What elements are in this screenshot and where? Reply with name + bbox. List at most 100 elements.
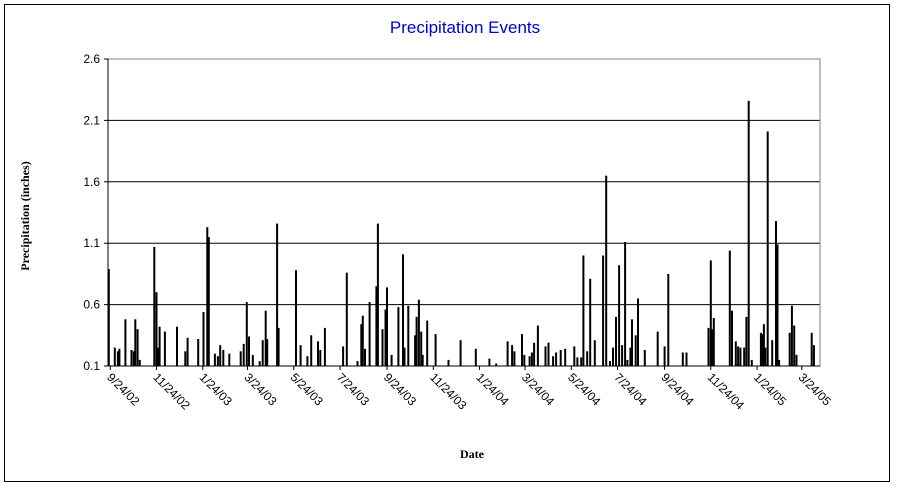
y-tick-label: 2.1 [83, 113, 100, 127]
precipitation-bar [618, 265, 621, 366]
precipitation-bar [612, 347, 614, 366]
precipitation-bar [547, 342, 550, 366]
x-axis-title: Date [460, 447, 485, 461]
precipitation-bar [216, 356, 219, 366]
precipitation-bar [317, 341, 319, 366]
precipitation-bar [261, 340, 264, 366]
precipitation-bar [775, 221, 777, 366]
precipitation-bar [213, 353, 216, 366]
precipitation-bar [415, 316, 418, 366]
precipitation-bar [812, 345, 815, 366]
x-tick-label: 1/24/03 [197, 370, 235, 408]
precipitation-bar [242, 343, 245, 366]
precipitation-bar [157, 347, 159, 366]
x-tick-labels: 9/24/02 11/24/02 1/24/03 3/24/03 5/24/03 7/24… [104, 370, 834, 413]
x-tick-label: 11/24/04 [705, 370, 748, 413]
precipitation-bar [709, 260, 712, 366]
precipitation-bar [295, 270, 297, 366]
precipitation-bar [264, 310, 267, 366]
x-tick-label: 5/24/04 [565, 370, 603, 408]
precipitation-bar [521, 334, 523, 366]
precipitation-bar [513, 351, 516, 366]
precipitation-bar [747, 100, 750, 367]
precipitation-bar [434, 334, 437, 366]
precipitation-bar [319, 350, 322, 366]
precipitation-bar [299, 345, 302, 366]
precipitation-bar [764, 347, 767, 366]
precipitation-bar [506, 341, 509, 366]
precipitation-bar [745, 316, 748, 366]
precipitation-bar [544, 346, 547, 366]
x-tick-label: 11/24/03 [427, 370, 470, 413]
precipitation-bar [580, 357, 583, 366]
precipitation-bar [643, 350, 646, 366]
precipitation-bar [368, 302, 371, 366]
precipitation-bar [113, 347, 116, 366]
x-tick-label: 3/24/03 [241, 370, 279, 408]
x-tick-label: 11/24/02 [150, 370, 193, 413]
precipitation-bar [637, 298, 639, 366]
precipitation-bar [266, 339, 269, 366]
precipitation-bar [206, 227, 209, 366]
precipitation-bar [564, 348, 567, 366]
precipitation-bar [667, 273, 670, 366]
precipitation-bar [134, 319, 137, 366]
x-tick-label: 3/24/04 [519, 370, 557, 408]
precipitation-bar [511, 345, 514, 366]
y-axis-title: Precipitation (inches) [18, 161, 32, 270]
precipitation-bar [624, 242, 627, 366]
precipitation-bar [731, 310, 733, 366]
precipitation-bar [245, 302, 248, 366]
precipitation-bar [707, 327, 710, 366]
precipitation-bar [626, 359, 629, 366]
precipitation-bar [762, 324, 765, 366]
precipitation-bar [207, 237, 210, 366]
precipitation-bar [155, 292, 158, 366]
precipitation-bar [750, 359, 753, 366]
precipitation-bar [530, 352, 533, 366]
precipitation-bar [176, 326, 178, 366]
x-tick-label: 7/24/04 [611, 370, 649, 408]
precipitation-bar [130, 350, 133, 366]
precipitation-chart: Precipitation Events 0.10.61.11.62.12.6 … [18, 18, 834, 461]
precipitation-bar [158, 326, 161, 366]
precipitation-bar [186, 337, 189, 366]
precipitation-bar [609, 361, 611, 366]
precipitation-bar [582, 255, 585, 366]
precipitation-bar [766, 131, 769, 366]
precipitation-bar [138, 359, 141, 366]
precipitation-bar [390, 354, 393, 366]
precipitation-bar [488, 358, 491, 366]
y-tick-label: 1.1 [83, 236, 100, 250]
precipitation-bar [277, 327, 280, 366]
x-tick-label: 9/24/04 [658, 370, 696, 408]
precipitation-bar [631, 319, 633, 366]
x-tick-label: 1/24/05 [751, 370, 789, 408]
precipitation-bar [795, 354, 798, 366]
precipitation-bar [474, 348, 477, 366]
precipitation-bar [459, 340, 462, 366]
precipitation-bar [495, 363, 498, 366]
precipitation-bar [761, 334, 764, 366]
precipitation-bar [615, 316, 617, 366]
chart-title: Precipitation Events [390, 18, 540, 37]
precipitation-bar [375, 286, 378, 366]
precipitation-bar [258, 361, 261, 366]
y-tick-labels: 0.1 0.6 1.1 1.6 2.1 2.6 [83, 52, 100, 373]
precipitation-bar [124, 319, 127, 366]
precipitation-bar [132, 351, 135, 366]
precipitation-bar [593, 340, 596, 366]
precipitation-bar [421, 354, 424, 366]
precipitation-bar [248, 336, 250, 366]
axes [104, 58, 820, 370]
precipitation-bar [559, 350, 562, 366]
precipitation-bar [793, 325, 796, 366]
y-tick-label: 1.6 [83, 175, 100, 189]
x-tick-label: 9/24/02 [104, 370, 142, 408]
precipitation-bars [107, 100, 815, 367]
precipitation-bar [361, 315, 364, 366]
precipitation-bar [788, 332, 791, 366]
gridlines [108, 58, 820, 306]
precipitation-bar [712, 318, 715, 366]
precipitation-bar [202, 312, 205, 366]
